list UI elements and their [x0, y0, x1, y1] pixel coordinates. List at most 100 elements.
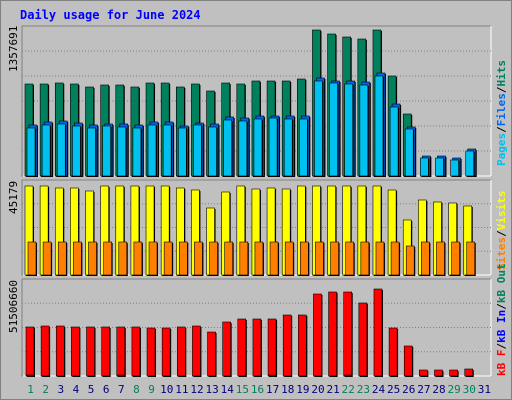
day-label-29: 29 — [448, 383, 461, 396]
day-label-31: 31 — [478, 383, 491, 396]
bar-sites-day-3 — [57, 241, 67, 276]
day-label-23: 23 — [357, 383, 370, 396]
bar-sites-day-21 — [330, 241, 339, 276]
bar-sites-day-6 — [103, 241, 112, 276]
bar-kb-out-day-1 — [26, 374, 34, 377]
legend-panel-1: Pages/Files/Hits — [495, 60, 508, 166]
legend-panel-3-item-0: kB F — [495, 350, 508, 377]
bar-pages-day-30 — [465, 150, 475, 177]
bar-sites-day-1 — [27, 241, 37, 276]
bar-kb-f-day-8 — [131, 326, 141, 377]
bar-pages-day-13 — [208, 126, 217, 177]
bar-kb-f-day-30 — [464, 368, 474, 377]
day-label-30: 30 — [463, 383, 476, 396]
bar-sites-day-30 — [466, 241, 476, 276]
bar-kb-f-day-22 — [343, 291, 353, 377]
bar-pages-day-21 — [329, 82, 338, 177]
y-max-label-2: 45179 — [7, 181, 20, 214]
bar-pages-day-10 — [162, 124, 172, 177]
day-label-16: 16 — [251, 383, 264, 396]
bar-sites-day-16 — [254, 241, 264, 276]
bar-kb-f-day-15 — [237, 318, 247, 377]
bar-pages-day-17 — [268, 117, 278, 177]
day-label-6: 6 — [103, 383, 110, 396]
bar-kb-out-day-22 — [344, 374, 352, 377]
bar-pages-day-9 — [147, 124, 157, 177]
bar-pages-day-6 — [102, 125, 111, 177]
day-label-24: 24 — [372, 383, 386, 396]
chart-title: Daily usage for June 2024 — [20, 8, 201, 22]
day-label-19: 19 — [296, 383, 309, 396]
bar-kb-f-day-9 — [146, 327, 156, 377]
bar-kb-out-day-7 — [117, 374, 125, 377]
bar-kb-f-day-21 — [328, 291, 337, 377]
bar-kb-f-day-29 — [449, 369, 458, 377]
bar-kb-f-day-12 — [192, 325, 201, 377]
bar-kb-f-day-13 — [207, 331, 216, 377]
bar-pages-day-12 — [193, 124, 202, 177]
bar-sites-day-11 — [178, 241, 188, 276]
bar-pages-day-20 — [314, 80, 323, 177]
legend-panel-3-sep-1: / — [495, 303, 508, 310]
bar-kb-f-day-2 — [40, 325, 50, 377]
legend-panel-2-item-0: Sites — [495, 237, 508, 270]
bar-sites-day-8 — [133, 241, 143, 276]
legend-panel-3-sep-0: / — [495, 343, 508, 350]
bar-pages-day-8 — [132, 127, 142, 177]
day-label-18: 18 — [281, 383, 294, 396]
bar-sites-day-5 — [88, 241, 97, 276]
bar-kb-f-day-25 — [388, 327, 398, 377]
bar-sites-day-17 — [269, 241, 279, 276]
bar-kb-f-day-23 — [358, 302, 368, 377]
day-label-7: 7 — [118, 383, 125, 396]
bar-kb-f-day-7 — [116, 326, 126, 377]
bar-sites-day-27 — [421, 241, 430, 276]
day-label-17: 17 — [266, 383, 279, 396]
legend-panel-1-item-2: Hits — [495, 60, 508, 87]
bar-kb-f-day-3 — [55, 325, 65, 377]
bar-sites-day-18 — [284, 241, 294, 276]
bar-kb-f-day-10 — [161, 327, 171, 377]
bar-sites-day-12 — [194, 241, 203, 276]
day-label-3: 3 — [58, 383, 65, 396]
day-label-11: 11 — [175, 383, 188, 396]
bar-sites-day-19 — [300, 241, 309, 276]
day-label-5: 5 — [88, 383, 95, 396]
bar-sites-day-4 — [73, 241, 82, 276]
day-label-4: 4 — [73, 383, 80, 396]
day-label-10: 10 — [160, 383, 173, 396]
legend-panel-3-item-1: kB In — [495, 310, 508, 343]
bar-pages-day-1 — [26, 127, 36, 177]
bar-pages-day-16 — [253, 118, 263, 177]
bar-kb-f-day-11 — [176, 326, 186, 377]
day-label-20: 20 — [311, 383, 324, 396]
bar-sites-day-26 — [405, 245, 415, 276]
bar-kb-f-day-28 — [434, 369, 443, 377]
bar-sites-day-22 — [345, 241, 355, 276]
bar-pages-day-25 — [389, 106, 399, 177]
bar-pages-day-2 — [41, 124, 51, 177]
day-label-1: 1 — [27, 383, 34, 396]
bar-pages-day-27 — [420, 157, 429, 177]
bar-sites-day-2 — [42, 241, 52, 276]
legend-panel-1-item-0: Pages — [495, 133, 508, 166]
day-label-2: 2 — [42, 383, 49, 396]
bar-kb-f-day-19 — [298, 314, 307, 377]
bar-pages-day-29 — [450, 159, 459, 177]
bar-kb-f-day-16 — [252, 318, 262, 377]
bar-pages-day-23 — [359, 84, 369, 177]
bar-kb-f-day-24 — [373, 288, 383, 377]
bar-sites-day-10 — [163, 241, 173, 276]
bar-sites-day-9 — [148, 241, 158, 276]
day-label-15: 15 — [236, 383, 249, 396]
bar-pages-day-18 — [283, 118, 293, 177]
legend-panel-1-sep-1: / — [495, 86, 508, 93]
bar-kb-out-day-22-shadow — [345, 376, 352, 377]
bar-kb-f-day-14 — [222, 321, 231, 377]
bar-sites-day-7 — [118, 241, 128, 276]
y-max-label-1: 1357691 — [7, 26, 20, 72]
bar-sites-day-14 — [224, 241, 233, 276]
bar-kb-out-day-17 — [268, 374, 276, 377]
bar-pages-day-3 — [56, 123, 66, 177]
